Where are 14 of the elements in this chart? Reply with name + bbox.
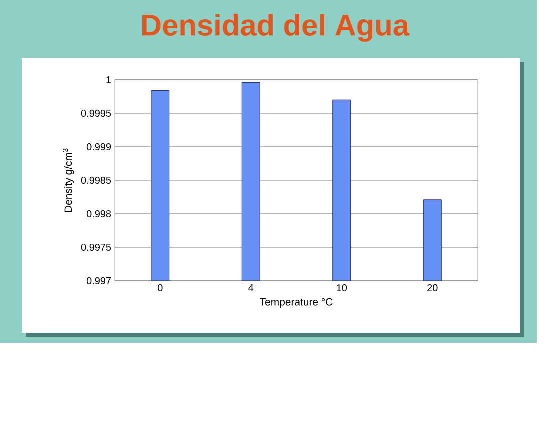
y-tick-label: 0.9985 bbox=[81, 176, 112, 184]
y-tick-label: 0.9995 bbox=[81, 110, 112, 118]
y-tick-label: 0.998 bbox=[86, 210, 112, 218]
y-tick-label: 0.997 bbox=[86, 277, 111, 285]
y-tick-label: 0.999 bbox=[86, 143, 112, 151]
chart-title: Densidad del Agua bbox=[142, 14, 410, 42]
y-axis-title: Density g/cm$^{3}$ bbox=[62, 148, 74, 212]
x-tick-label: 4 bbox=[248, 284, 254, 292]
x-tick-label: 10 bbox=[337, 284, 348, 292]
x-tick-label: 0 bbox=[158, 284, 163, 292]
y-tick-label: 1 bbox=[106, 76, 112, 84]
x-tick-label: 20 bbox=[428, 284, 438, 292]
x-axis-title: Temperature °C bbox=[260, 298, 333, 308]
y-tick-label: 0.9975 bbox=[81, 244, 112, 252]
